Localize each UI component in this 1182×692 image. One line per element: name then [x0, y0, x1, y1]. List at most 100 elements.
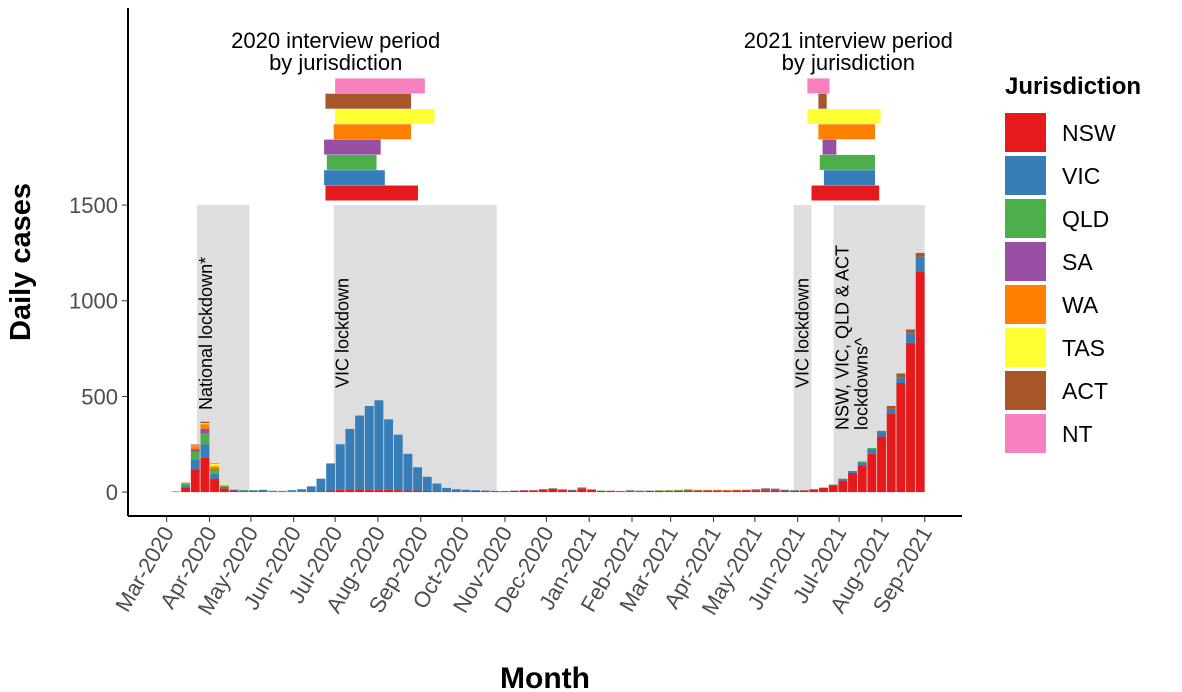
bar-segment	[403, 490, 413, 493]
legend-swatch	[1005, 285, 1046, 324]
bar-segment	[761, 488, 770, 491]
bar-segment	[906, 342, 915, 493]
bar-segment	[316, 491, 326, 493]
bar-segment	[432, 483, 442, 492]
bar-segment	[567, 489, 577, 491]
bar-segment	[200, 424, 210, 429]
bar-segment	[509, 490, 519, 493]
legend-swatch	[1005, 371, 1046, 410]
bar-segment	[306, 491, 316, 493]
bar-segment	[741, 490, 751, 493]
bar-segment	[480, 490, 490, 492]
bar-segment	[219, 488, 229, 493]
bar-segment	[200, 421, 210, 424]
bar-segment	[219, 484, 229, 486]
bar-segment	[529, 490, 539, 493]
bar-segment	[867, 449, 877, 454]
bar-segment	[471, 490, 481, 491]
legend-title: Jurisdiction	[1005, 73, 1141, 100]
interview-period	[333, 124, 412, 140]
bar-segment	[732, 490, 741, 493]
bar-segment	[848, 471, 857, 473]
legend-label: VIC	[1062, 163, 1100, 189]
bar-segment	[732, 489, 741, 491]
bar-segment	[422, 490, 432, 493]
bar-segment	[393, 434, 403, 491]
bar-segment	[751, 489, 761, 491]
bar-segment	[229, 490, 239, 493]
bar-segment	[461, 491, 471, 493]
bar-segment	[780, 490, 790, 493]
bar-segment	[374, 489, 384, 493]
legend-swatch	[1005, 414, 1046, 453]
bar-segment	[384, 419, 394, 490]
bar-segment	[239, 490, 249, 492]
bar-segment	[345, 489, 355, 493]
interview-period	[819, 154, 876, 170]
bar-segment	[190, 446, 200, 450]
bar-segment	[664, 490, 674, 493]
bar-segment	[606, 490, 616, 493]
bar-segment	[181, 487, 191, 493]
bar-segment	[384, 489, 394, 493]
shaded-period-label: lockdowns^	[852, 337, 872, 430]
bar-segment	[181, 485, 191, 488]
y-axis-title: Daily cases	[5, 183, 37, 341]
interview-period	[326, 154, 377, 170]
bar-segment	[190, 451, 200, 460]
shaded-period-label: National lockdown*	[196, 257, 216, 410]
bar-segment	[442, 491, 452, 493]
bar-segment	[239, 491, 249, 493]
bar-segment	[210, 470, 220, 474]
bar-segment	[258, 491, 268, 493]
bar-segment	[335, 489, 345, 493]
bar-segment	[867, 453, 877, 493]
bar-segment	[703, 490, 712, 493]
legend-swatch	[1005, 199, 1046, 238]
bar-segment	[219, 485, 229, 487]
interview-label: 2021 interview period	[744, 28, 953, 53]
bar-segment	[287, 490, 297, 492]
y-tick-label: 0	[106, 480, 118, 505]
bar-segment	[210, 466, 220, 470]
interview-period	[818, 93, 827, 109]
bar-segment	[625, 491, 635, 493]
bar-segment	[229, 489, 239, 491]
legend-label: NT	[1062, 421, 1093, 447]
bar-segment	[674, 489, 683, 491]
bar-segment	[838, 479, 848, 481]
interview-period	[822, 139, 837, 155]
x-axis-title: Month	[500, 662, 590, 692]
bar-segment	[248, 490, 258, 492]
bar-segment	[190, 449, 200, 452]
bar-segment	[403, 453, 413, 491]
shaded-period-label: NSW, VIC, QLD & ACT	[833, 245, 853, 430]
bar-segment	[828, 485, 838, 493]
bar-segment	[480, 491, 490, 493]
shaded-period-label: VIC lockdown	[793, 278, 813, 388]
bar-segment	[896, 383, 906, 493]
bar-segment	[674, 490, 683, 493]
bar-segment	[896, 377, 906, 384]
bar-segment	[190, 459, 200, 470]
bar-segment	[451, 489, 461, 492]
interview-label: 2020 interview period	[231, 28, 440, 53]
bar-segment	[432, 491, 442, 493]
interview-label: by jurisdiction	[782, 50, 915, 75]
bar-segment	[326, 463, 336, 491]
y-tick-label: 500	[81, 384, 118, 409]
bar-segment	[877, 436, 886, 493]
bar-segment	[906, 329, 915, 334]
bar-segment	[413, 490, 423, 493]
bar-segment	[770, 490, 780, 493]
bar-segment	[316, 478, 326, 492]
bar-segment	[886, 408, 896, 414]
bar-segment	[374, 400, 384, 490]
bar-segment	[664, 490, 674, 491]
bar-segment	[210, 478, 220, 493]
shaded-period-label: VIC lockdown	[333, 278, 353, 388]
bar-segment	[442, 487, 452, 492]
bar-segment	[200, 428, 210, 434]
bar-segment	[413, 467, 423, 491]
